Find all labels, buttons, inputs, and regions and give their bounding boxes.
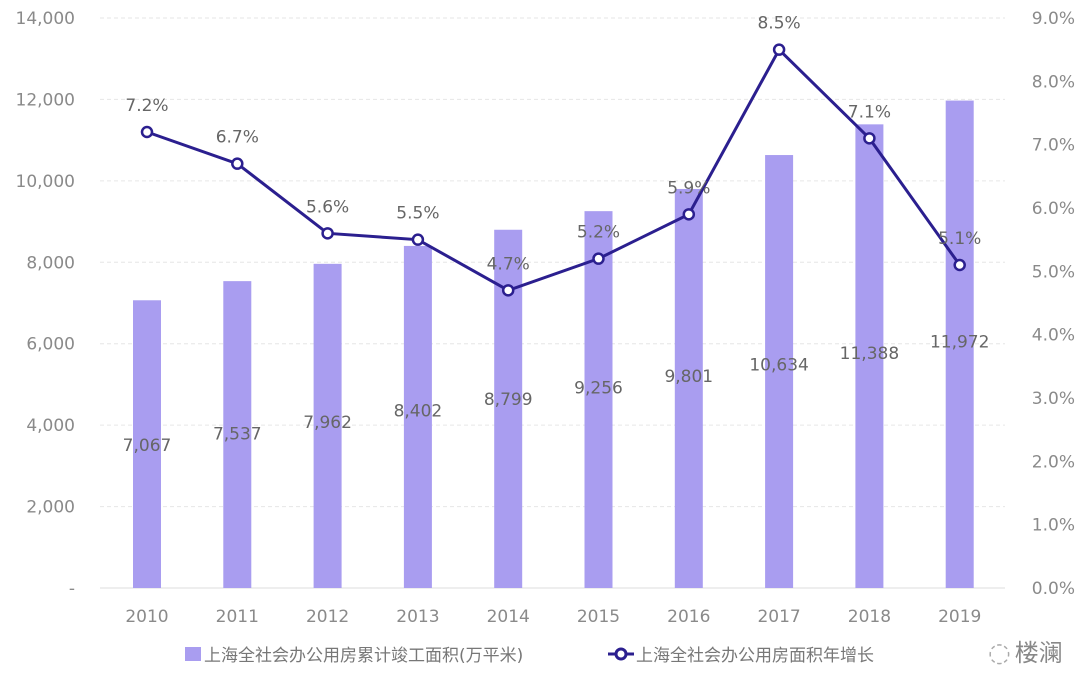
bar-data-label: 7,067 — [123, 436, 172, 456]
line-point — [140, 125, 154, 139]
legend-item-bar: 上海全社会办公用房累计竣工面积(万平米) — [185, 641, 523, 666]
right-tick-label: 0.0% — [1032, 579, 1075, 599]
bar — [855, 124, 884, 589]
line-point — [501, 284, 515, 297]
x-tick-label: 2013 — [396, 607, 439, 627]
line-data-label: 5.6% — [306, 197, 349, 217]
line-point — [411, 233, 425, 246]
line-data-label: 7.2% — [125, 96, 168, 116]
left-tick-label: 14,000 — [16, 9, 75, 29]
bar — [313, 263, 342, 588]
right-tick-label: 3.0% — [1032, 389, 1075, 409]
bar — [945, 100, 974, 588]
bar — [133, 300, 161, 588]
line-point — [772, 43, 786, 56]
line-point — [231, 157, 244, 170]
bar-data-label: 7,962 — [303, 413, 352, 433]
bar-data-label: 8,799 — [484, 390, 533, 410]
bar — [765, 155, 794, 588]
line-data-label: 4.7% — [487, 254, 530, 274]
left-tick-label: - — [69, 579, 75, 599]
line-data-label: 6.7% — [216, 128, 259, 148]
x-tick-label: 2010 — [125, 607, 168, 627]
left-tick-label: 6,000 — [26, 335, 75, 355]
left-tick-label: 2,000 — [26, 498, 75, 518]
x-tick-label: 2012 — [306, 607, 349, 627]
x-tick-label: 2015 — [577, 607, 620, 627]
left-tick-label: 10,000 — [16, 172, 75, 192]
legend-item-line: 上海全社会办公用房面积年增长 — [608, 641, 874, 666]
bar-data-label: 9,256 — [574, 379, 623, 399]
x-tick-label: 2011 — [216, 607, 259, 627]
x-tick-label: 2018 — [848, 607, 891, 627]
x-tick-label: 2019 — [938, 607, 981, 627]
right-tick-label: 6.0% — [1032, 199, 1075, 219]
legend-bar-swatch — [185, 646, 201, 661]
line-data-label: 5.2% — [577, 223, 620, 243]
bar-data-label: 11,388 — [840, 344, 899, 364]
left-tick-label: 12,000 — [16, 90, 75, 110]
legend-bar-label: 上海全社会办公用房累计竣工面积(万平米) — [204, 646, 524, 666]
watermark: ◌ 楼澜 — [988, 638, 1063, 668]
line-data-label: 5.1% — [938, 229, 981, 249]
right-tick-label: 5.0% — [1032, 262, 1075, 282]
bar-data-label: 8,402 — [394, 402, 443, 422]
bar-data-label: 7,537 — [213, 425, 262, 445]
line-point — [863, 132, 876, 145]
line-point — [592, 252, 605, 265]
line-data-label: 5.5% — [396, 204, 439, 224]
bar — [584, 211, 613, 589]
bar — [403, 245, 432, 588]
right-tick-label: 4.0% — [1032, 326, 1075, 346]
line-point — [682, 208, 696, 221]
legend-line-label: 上海全社会办公用房面积年增长 — [636, 646, 874, 666]
x-tick-label: 2014 — [487, 607, 530, 627]
x-tick-label: 2017 — [757, 607, 800, 627]
line-point — [953, 258, 966, 272]
right-tick-label: 1.0% — [1032, 516, 1075, 536]
bar — [674, 188, 703, 588]
line-data-label: 8.5% — [757, 14, 800, 34]
right-tick-label: 2.0% — [1032, 452, 1075, 472]
right-tick-label: 8.0% — [1032, 72, 1075, 92]
line-data-label: 5.9% — [667, 178, 710, 198]
right-tick-label: 9.0% — [1032, 9, 1075, 29]
wechat-icon: ◌ — [988, 638, 1011, 668]
bar-data-label: 10,634 — [749, 356, 808, 376]
legend-line-swatch — [608, 647, 634, 660]
left-tick-label: 4,000 — [26, 416, 75, 436]
x-tick-label: 2016 — [667, 607, 710, 627]
growth-line — [146, 47, 961, 292]
line-data-label: 7.1% — [848, 102, 891, 122]
bar-data-label: 9,801 — [664, 367, 713, 387]
line-point — [321, 227, 334, 240]
right-tick-label: 7.0% — [1032, 136, 1075, 156]
watermark-text: 楼澜 — [1014, 639, 1063, 667]
bar — [223, 281, 252, 588]
left-tick-label: 8,000 — [26, 253, 75, 273]
bar-data-label: 11,972 — [930, 333, 989, 353]
